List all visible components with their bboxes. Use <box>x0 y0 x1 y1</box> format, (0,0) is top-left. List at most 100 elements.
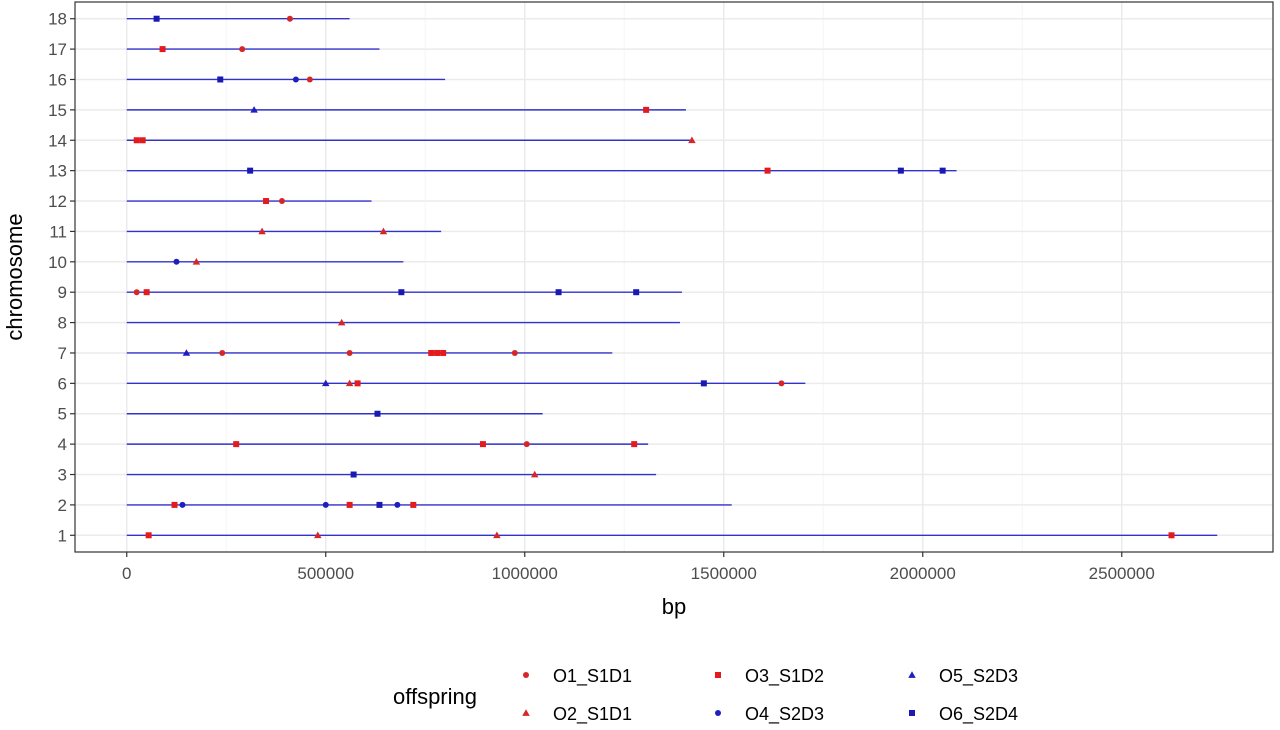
y-tick-label: 17 <box>48 40 67 59</box>
x-tick-label: 500000 <box>297 564 354 583</box>
legend-title: offspring <box>393 684 477 709</box>
legend-label-O2_S1D1: O2_S1D1 <box>553 704 632 725</box>
y-tick-label: 2 <box>58 496 67 515</box>
point-O2_S1D1 <box>337 318 346 326</box>
point-O3_S1D2 <box>643 106 650 113</box>
point-O3_S1D2 <box>159 46 166 53</box>
point-O2_S1D1 <box>530 470 539 478</box>
x-tick-label: 2000000 <box>890 564 956 583</box>
legend-label-O4_S2D3: O4_S2D3 <box>745 704 824 725</box>
point-O3_S1D2 <box>263 198 270 205</box>
x-axis-title: bp <box>662 594 686 619</box>
y-tick-label: 11 <box>49 222 67 241</box>
point-O6_S2D4 <box>217 76 224 83</box>
x-tick-label: 0 <box>122 564 131 583</box>
x-tick-label: 1500000 <box>691 564 757 583</box>
y-tick-label: 18 <box>48 10 67 29</box>
point-O3_S1D2 <box>346 501 353 508</box>
point-O1_S1D1 <box>133 289 140 296</box>
grid-layer <box>75 2 1273 552</box>
point-O6_S2D4 <box>398 289 405 296</box>
point-O3_S1D2 <box>410 501 417 508</box>
legend-key-O2_S1D1 <box>522 709 530 716</box>
point-O4_S2D3 <box>173 258 180 265</box>
x-tick-label: 1000000 <box>492 564 558 583</box>
legend-key-O1_S1D1 <box>523 672 529 678</box>
point-O3_S1D2 <box>139 137 146 144</box>
legend-label-O6_S2D4: O6_S2D4 <box>939 704 1018 725</box>
point-O2_S1D1 <box>314 531 322 539</box>
point-O6_S2D4 <box>633 289 640 296</box>
chromosome-lines <box>126 18 1218 536</box>
point-O2_S1D1 <box>258 227 266 235</box>
point-O6_S2D4 <box>555 289 562 296</box>
y-tick-label: 14 <box>48 131 67 150</box>
point-O1_S1D1 <box>306 76 313 83</box>
point-O1_S1D1 <box>346 349 353 356</box>
point-O3_S1D2 <box>133 137 140 144</box>
legend-items: O1_S1D1 O2_S1D1 O3_S1D2 O4_S2D3 O5_S2D3 O6_S2… <box>522 666 1018 725</box>
point-O6_S2D4 <box>939 167 946 174</box>
point-O1_S1D1 <box>523 441 530 448</box>
y-tick-label: 4 <box>58 435 67 454</box>
y-tick-label: 6 <box>58 374 67 393</box>
point-O3_S1D2 <box>1168 532 1175 539</box>
panel-border <box>74 1 1274 553</box>
point-O4_S2D3 <box>292 76 299 83</box>
point-O3_S1D2 <box>479 441 486 448</box>
point-O3_S1D2 <box>764 167 771 174</box>
point-O1_S1D1 <box>778 380 785 387</box>
point-O1_S1D1 <box>511 349 518 356</box>
y-tick-label: 5 <box>58 405 67 424</box>
point-O3_S1D2 <box>631 441 638 448</box>
point-O2_S1D1 <box>192 258 201 265</box>
point-O6_S2D4 <box>700 380 707 387</box>
point-O3_S1D2 <box>434 349 441 356</box>
y-tick-label: 12 <box>48 192 67 211</box>
y-tick-label: 8 <box>58 314 67 333</box>
point-O2_S1D1 <box>345 379 354 387</box>
point-O1_S1D1 <box>286 15 293 22</box>
y-tick-label: 9 <box>58 283 67 302</box>
point-O6_S2D4 <box>897 167 904 174</box>
x-axis-ticks: 0 500000 1000000 1500000 2000000 2500000 <box>122 552 1155 583</box>
point-O4_S2D3 <box>394 501 401 508</box>
point-O6_S2D4 <box>247 167 254 174</box>
legend-key-O5_S2D3 <box>908 671 916 678</box>
y-axis-title: chromosome <box>2 213 27 340</box>
point-O3_S1D2 <box>145 532 152 539</box>
y-tick-label: 10 <box>48 253 67 272</box>
y-tick-label: 7 <box>58 344 67 363</box>
y-tick-label: 1 <box>58 526 67 545</box>
point-O5_S2D3 <box>321 379 330 387</box>
point-O3_S1D2 <box>354 380 361 387</box>
point-O6_S2D4 <box>350 471 357 478</box>
point-O2_S1D1 <box>688 136 696 144</box>
y-tick-label: 3 <box>58 466 67 485</box>
legend-key-O6_S2D4 <box>909 710 915 716</box>
point-O3_S1D2 <box>171 501 178 508</box>
point-O1_S1D1 <box>219 349 226 356</box>
point-O2_S1D1 <box>493 531 501 539</box>
point-O3_S1D2 <box>440 349 447 356</box>
y-tick-label: 15 <box>48 101 67 120</box>
point-O6_S2D4 <box>374 410 381 417</box>
point-O3_S1D2 <box>233 441 240 448</box>
point-O5_S2D3 <box>250 106 258 113</box>
point-O2_S1D1 <box>379 227 388 235</box>
point-O6_S2D4 <box>153 15 160 22</box>
point-O5_S2D3 <box>182 349 191 356</box>
legend: offspring O1_S1D1 O2_S1D1 O3_S1D2 O4_S2D3 O5… <box>393 666 1018 725</box>
y-tick-label: 13 <box>48 162 67 181</box>
legend-label-O3_S1D2: O3_S1D2 <box>745 666 824 687</box>
point-O1_S1D1 <box>239 46 246 53</box>
legend-label-O1_S1D1: O1_S1D1 <box>553 666 632 687</box>
point-O4_S2D3 <box>322 501 329 508</box>
point-O4_S2D3 <box>179 501 186 508</box>
legend-label-O5_S2D3: O5_S2D3 <box>939 666 1018 687</box>
legend-key-O3_S1D2 <box>715 672 721 678</box>
y-tick-label: 16 <box>48 70 67 89</box>
